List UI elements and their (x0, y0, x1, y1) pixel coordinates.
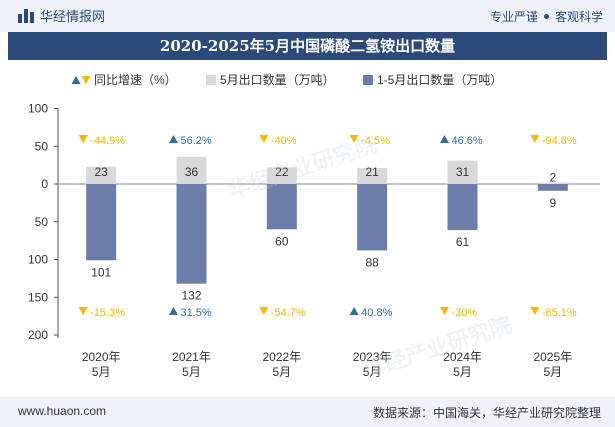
growth-down-arrow-icon (259, 135, 269, 143)
growth-up-arrow-icon (169, 135, 178, 143)
data-label-ytd: 101 (91, 265, 111, 279)
data-label-may: 31 (456, 165, 470, 179)
footer: www.huaon.com 数据来源：中国海关，华经产业研究院整理 (0, 397, 615, 427)
growth-label-may: -40% (271, 135, 297, 147)
bar-may (176, 156, 207, 184)
growth-label-may: -44.9% (90, 135, 125, 147)
data-label-may: 36 (185, 165, 199, 179)
x-tick-label: 2022年 5月 (262, 350, 301, 379)
bar-may (357, 168, 388, 184)
growth-label-may: -4.5% (361, 135, 390, 147)
x-tick-label: 2023年 5月 (353, 350, 392, 379)
data-label-ytd: 132 (181, 289, 201, 303)
x-tick-label: 2021年 5月 (172, 350, 211, 379)
y-tick-label: 50 (35, 139, 49, 153)
growth-down-arrow-icon (78, 307, 88, 315)
growth-down-arrow-icon (259, 307, 269, 315)
bar-ytd (266, 184, 297, 230)
growth-label-ytd: -85.1% (542, 307, 577, 319)
growth-label-ytd: 40.8% (361, 307, 392, 319)
growth-label-ytd: -15.3% (90, 307, 125, 319)
y-tick-label: 100 (28, 253, 48, 267)
y-tick-label: 150 (28, 290, 48, 304)
growth-down-arrow-icon (530, 135, 540, 143)
site-name: 华经情报网 (40, 9, 106, 24)
legend-item-growth: 同比增速（%） (94, 73, 177, 87)
growth-down-arrow-icon (440, 307, 449, 315)
growth-label-ytd: -54.7% (271, 307, 306, 319)
y-tick-label: 50 (35, 215, 49, 229)
data-label-ytd: 88 (365, 255, 379, 269)
bar-may (86, 166, 117, 184)
y-tick-label: 0 (41, 177, 48, 191)
growth-label-may: 46.6% (452, 135, 483, 147)
bar-may (447, 160, 478, 184)
data-label-may: 23 (94, 165, 108, 179)
growth-label-may: -94.8% (542, 135, 577, 147)
bar-ytd (357, 184, 388, 251)
top-header-bar: 华经情报网 专业严谨 客观科学 (0, 0, 615, 32)
x-tick-label: 2024年 5月 (443, 350, 482, 379)
separator-dot-icon (543, 14, 549, 19)
growth-down-arrow-icon (78, 135, 88, 143)
bar-ytd (447, 184, 478, 231)
x-tick-label: 2020年 5月 (82, 350, 121, 379)
growth-down-arrow-icon (349, 135, 359, 143)
data-source: 数据来源：中国海关，华经产业研究院整理 (372, 406, 601, 420)
chart-title: 2020-2025年5月中国磷酸二氢铵出口数量 (8, 32, 607, 60)
footer-url[interactable]: www.huaon.com (18, 404, 107, 418)
bar-ytd (176, 184, 207, 284)
growth-label-may: 56.2% (181, 135, 212, 147)
legend-swatch-may (206, 75, 216, 85)
growth-label-ytd: 31.5% (181, 307, 212, 319)
growth-down-arrow-icon (530, 307, 540, 315)
data-label-may: 21 (365, 165, 379, 179)
legend-item-ytd: 1-5月出口数量（万吨） (377, 72, 502, 87)
growth-label-ytd: -30% (452, 307, 478, 319)
slogan: 专业严谨 客观科学 (490, 8, 603, 25)
chart-area: 100 50 0 50 100 150 200 同比增速（%） 5月出口数量（万吨） 1-5月出口… (28, 72, 600, 379)
legend-up-triangle-icon (71, 76, 81, 84)
y-tick-label: 100 (28, 102, 48, 116)
slogan-left: 专业严谨 (489, 10, 538, 24)
bar-ytd (86, 184, 117, 261)
y-tick-label: 200 (28, 328, 48, 342)
legend-swatch-ytd (363, 75, 373, 85)
brand-logo-icon (18, 8, 34, 23)
data-label-ytd: 9 (549, 196, 556, 210)
data-label-may: 22 (275, 165, 289, 179)
data-label-ytd: 61 (456, 235, 470, 249)
x-tick-label: 2025年 5月 (533, 350, 572, 379)
growth-up-arrow-icon (169, 307, 178, 315)
legend-down-triangle-icon (81, 76, 91, 84)
bar-ytd (537, 184, 568, 191)
bar-may (537, 182, 568, 184)
slogan-right: 客观科学 (554, 10, 603, 24)
brand-logo[interactable]: 华经情报网 (18, 6, 105, 25)
growth-up-arrow-icon (349, 307, 359, 315)
bar-may (266, 167, 297, 184)
growth-up-arrow-icon (440, 135, 449, 143)
data-label-ytd: 60 (275, 234, 289, 248)
legend-item-may: 5月出口数量（万吨） (220, 72, 335, 87)
data-label-may: 2 (549, 170, 556, 184)
